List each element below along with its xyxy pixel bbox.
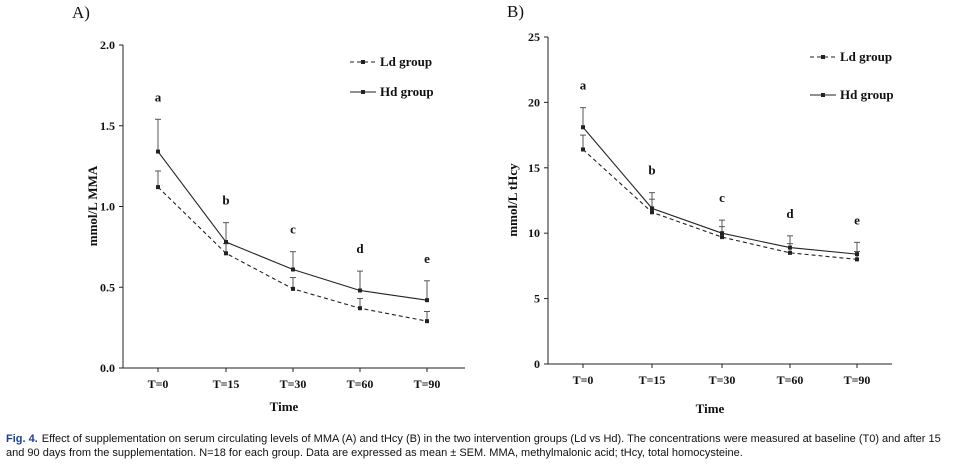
significance-letter: d [356, 241, 364, 256]
legend-label: Ld group [380, 54, 432, 69]
data-point [720, 235, 724, 240]
significance-letter: e [854, 212, 860, 227]
data-point [358, 288, 362, 293]
y-tick-label: 2.0 [100, 38, 115, 52]
y-tick-label: 10 [528, 226, 540, 240]
y-tick-label: 0 [534, 357, 540, 371]
significance-letter: a [155, 89, 162, 104]
y-tick-label: 0.5 [100, 280, 115, 294]
y-tick-label: 5 [534, 292, 540, 306]
data-point [425, 319, 429, 324]
figure-svg: A) 0.0 0.5 1.0 1.5 2.0 T=0 T=15 T=30 T=60 T=90 Time… [72, 2, 894, 416]
data-point [855, 257, 859, 262]
data-point [224, 240, 228, 245]
significance-letter: c [719, 190, 725, 205]
legend-marker [361, 60, 365, 64]
x-tick-label: T=90 [844, 373, 871, 387]
figure-caption: Fig. 4. Effect of supplementation on seru… [6, 432, 956, 460]
legend-marker [821, 55, 825, 59]
y-tick-label: 15 [528, 161, 540, 175]
y-tick-label: 1.0 [100, 200, 115, 214]
x-tick-label: T=30 [280, 377, 307, 391]
y-axis-title: mmol/L MMA [85, 165, 100, 246]
chart-panel-a: A) 0.0 0.5 1.0 1.5 2.0 T=0 T=15 T=30 T=60 T=90 Time… [72, 3, 465, 414]
y-tick-label: 25 [528, 30, 540, 44]
legend-label: Hd group [380, 84, 434, 99]
x-tick-label: T=30 [709, 373, 736, 387]
significance-letter: b [648, 163, 655, 178]
data-point [855, 252, 859, 257]
data-point [224, 251, 228, 256]
data-point [720, 231, 724, 236]
panel-label: A) [72, 3, 90, 22]
x-tick-label: T=60 [347, 377, 374, 391]
legend-label: Hd group [840, 87, 894, 102]
y-tick-label: 20 [528, 95, 540, 109]
x-tick-label: T=90 [414, 377, 441, 391]
data-point [291, 267, 295, 272]
significance-letter: e [424, 251, 430, 266]
x-tick-label: T=15 [639, 373, 666, 387]
x-tick-label: T=0 [573, 373, 594, 387]
data-point [291, 286, 295, 291]
legend-marker [821, 93, 825, 97]
significance-letter: d [786, 206, 794, 221]
legend-marker [361, 90, 365, 94]
significance-letter: c [290, 222, 296, 237]
legend-label: Ld group [840, 49, 892, 64]
data-point [581, 147, 585, 152]
x-tick-label: T=60 [777, 373, 804, 387]
chart-panel-b: B) 0 5 10 15 20 25 T=0 T=15 T=30 T=60 T=90 Time mmol/… [505, 2, 894, 416]
x-axis-title: Time [696, 401, 725, 416]
series-line-ld [582, 149, 858, 260]
y-tick-label: 0.0 [100, 361, 115, 375]
x-axis-title: Time [270, 399, 299, 414]
y-axis-title: mmol/L tHcy [505, 163, 520, 237]
data-point [581, 125, 585, 130]
x-tick-label: T=15 [213, 377, 240, 391]
caption-text: Effect of supplementation on serum circu… [6, 433, 941, 459]
caption-label: Fig. 4. [6, 433, 38, 445]
data-point [650, 206, 654, 211]
panel-label: B) [507, 2, 524, 21]
data-point [156, 185, 160, 190]
data-point [156, 149, 160, 154]
x-tick-label: T=0 [148, 377, 169, 391]
data-point [425, 298, 429, 303]
data-point [788, 250, 792, 255]
data-point [358, 306, 362, 311]
significance-letter: b [222, 193, 229, 208]
y-tick-label: 1.5 [100, 119, 115, 133]
significance-letter: a [580, 78, 587, 93]
data-point [788, 245, 792, 250]
data-point [650, 210, 654, 215]
